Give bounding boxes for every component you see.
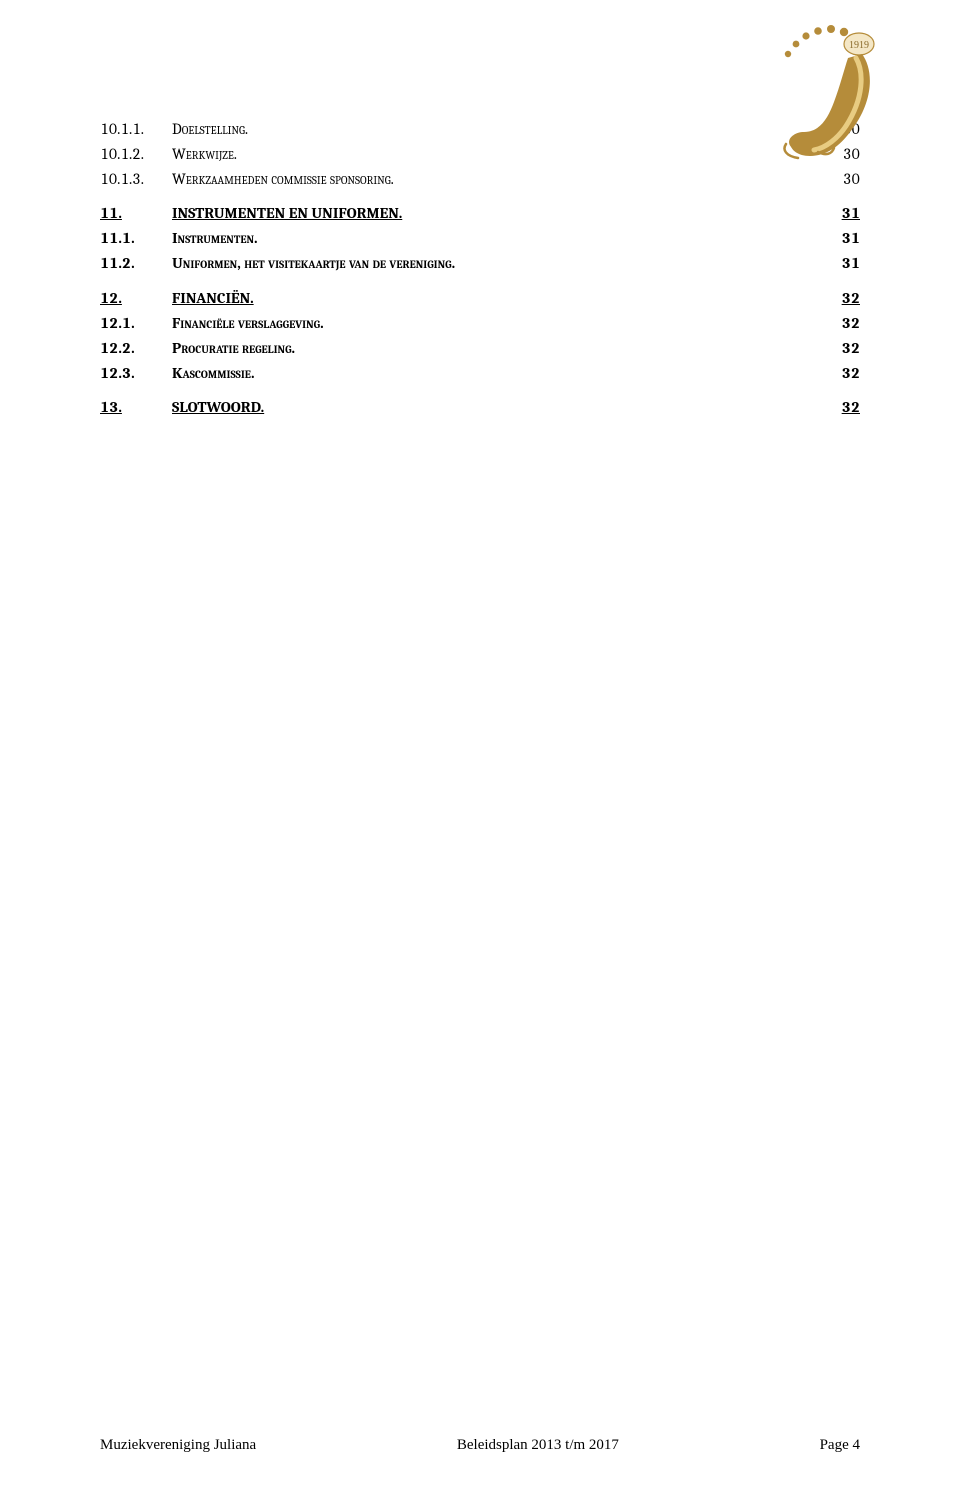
toc-section: 12. FINANCIËN. 32 [100, 287, 860, 309]
toc-page: 31 [832, 202, 860, 224]
toc-entry: 11.1. Instrumenten. 31 [100, 227, 860, 249]
toc-entry: 11.2. Uniformen, het visitekaartje van d… [100, 252, 860, 274]
toc-title: Werkwijze. [172, 143, 237, 165]
footer-left: Muziekvereniging Juliana [100, 1437, 256, 1454]
toc-title: INSTRUMENTEN EN UNIFORMEN. [172, 202, 402, 224]
table-of-contents: 10.1.1. Doelstelling. 30 10.1.2. Werkwij… [100, 118, 860, 419]
document-page: 1919 10.1.1. Doelstelling. 30 10.1.2. We… [0, 0, 960, 1508]
toc-title: Doelstelling. [172, 118, 248, 140]
toc-title: Instrumenten. [172, 227, 258, 249]
toc-num: 12. [100, 287, 172, 309]
page-footer: Muziekvereniging Juliana Beleidsplan 201… [100, 1437, 860, 1454]
toc-page: 32 [832, 312, 860, 334]
footer-right: Page 4 [820, 1437, 860, 1454]
toc-entry: 12.3. Kascommissie. 32 [100, 362, 860, 384]
toc-num: 10.1.2. [100, 143, 172, 165]
logo: 1919 [764, 24, 882, 168]
toc-num: 11.2. [100, 252, 172, 274]
toc-page: 30 [832, 168, 860, 190]
toc-num: 10.1.1. [100, 118, 172, 140]
toc-title: Uniformen, het visitekaartje van de vere… [172, 252, 455, 274]
toc-page: 32 [832, 337, 860, 359]
toc-num: 11.1. [100, 227, 172, 249]
toc-title: Werkzaamheden commissie sponsoring. [172, 168, 394, 190]
toc-page: 32 [832, 287, 860, 309]
toc-section: 11. INSTRUMENTEN EN UNIFORMEN. 31 [100, 202, 860, 224]
toc-title: Procuratie regeling. [172, 337, 295, 359]
toc-num: 12.1. [100, 312, 172, 334]
toc-title: FINANCIËN. [172, 287, 254, 309]
toc-title: Financiële verslaggeving. [172, 312, 324, 334]
toc-num: 12.3. [100, 362, 172, 384]
logo-year: 1919 [849, 40, 869, 51]
toc-title: Kascommissie. [172, 362, 255, 384]
toc-entry: 12.2. Procuratie regeling. 32 [100, 337, 860, 359]
toc-entry: 12.1. Financiële verslaggeving. 32 [100, 312, 860, 334]
toc-num: 13. [100, 396, 172, 418]
toc-num: 11. [100, 202, 172, 224]
toc-page: 32 [832, 396, 860, 418]
logo-svg: 1919 [764, 24, 882, 164]
toc-entry: 10.1.3. Werkzaamheden commissie sponsori… [100, 168, 860, 190]
toc-page: 31 [832, 252, 860, 274]
toc-num: 12.2. [100, 337, 172, 359]
toc-page: 32 [832, 362, 860, 384]
toc-section: 13. SLOTWOORD. 32 [100, 396, 860, 418]
toc-entry: 10.1.1. Doelstelling. 30 [100, 118, 860, 140]
toc-page: 31 [832, 227, 860, 249]
toc-entry: 10.1.2. Werkwijze. 30 [100, 143, 860, 165]
toc-title: SLOTWOORD. [172, 396, 264, 418]
footer-center: Beleidsplan 2013 t/m 2017 [457, 1437, 619, 1454]
toc-num: 10.1.3. [100, 168, 172, 190]
